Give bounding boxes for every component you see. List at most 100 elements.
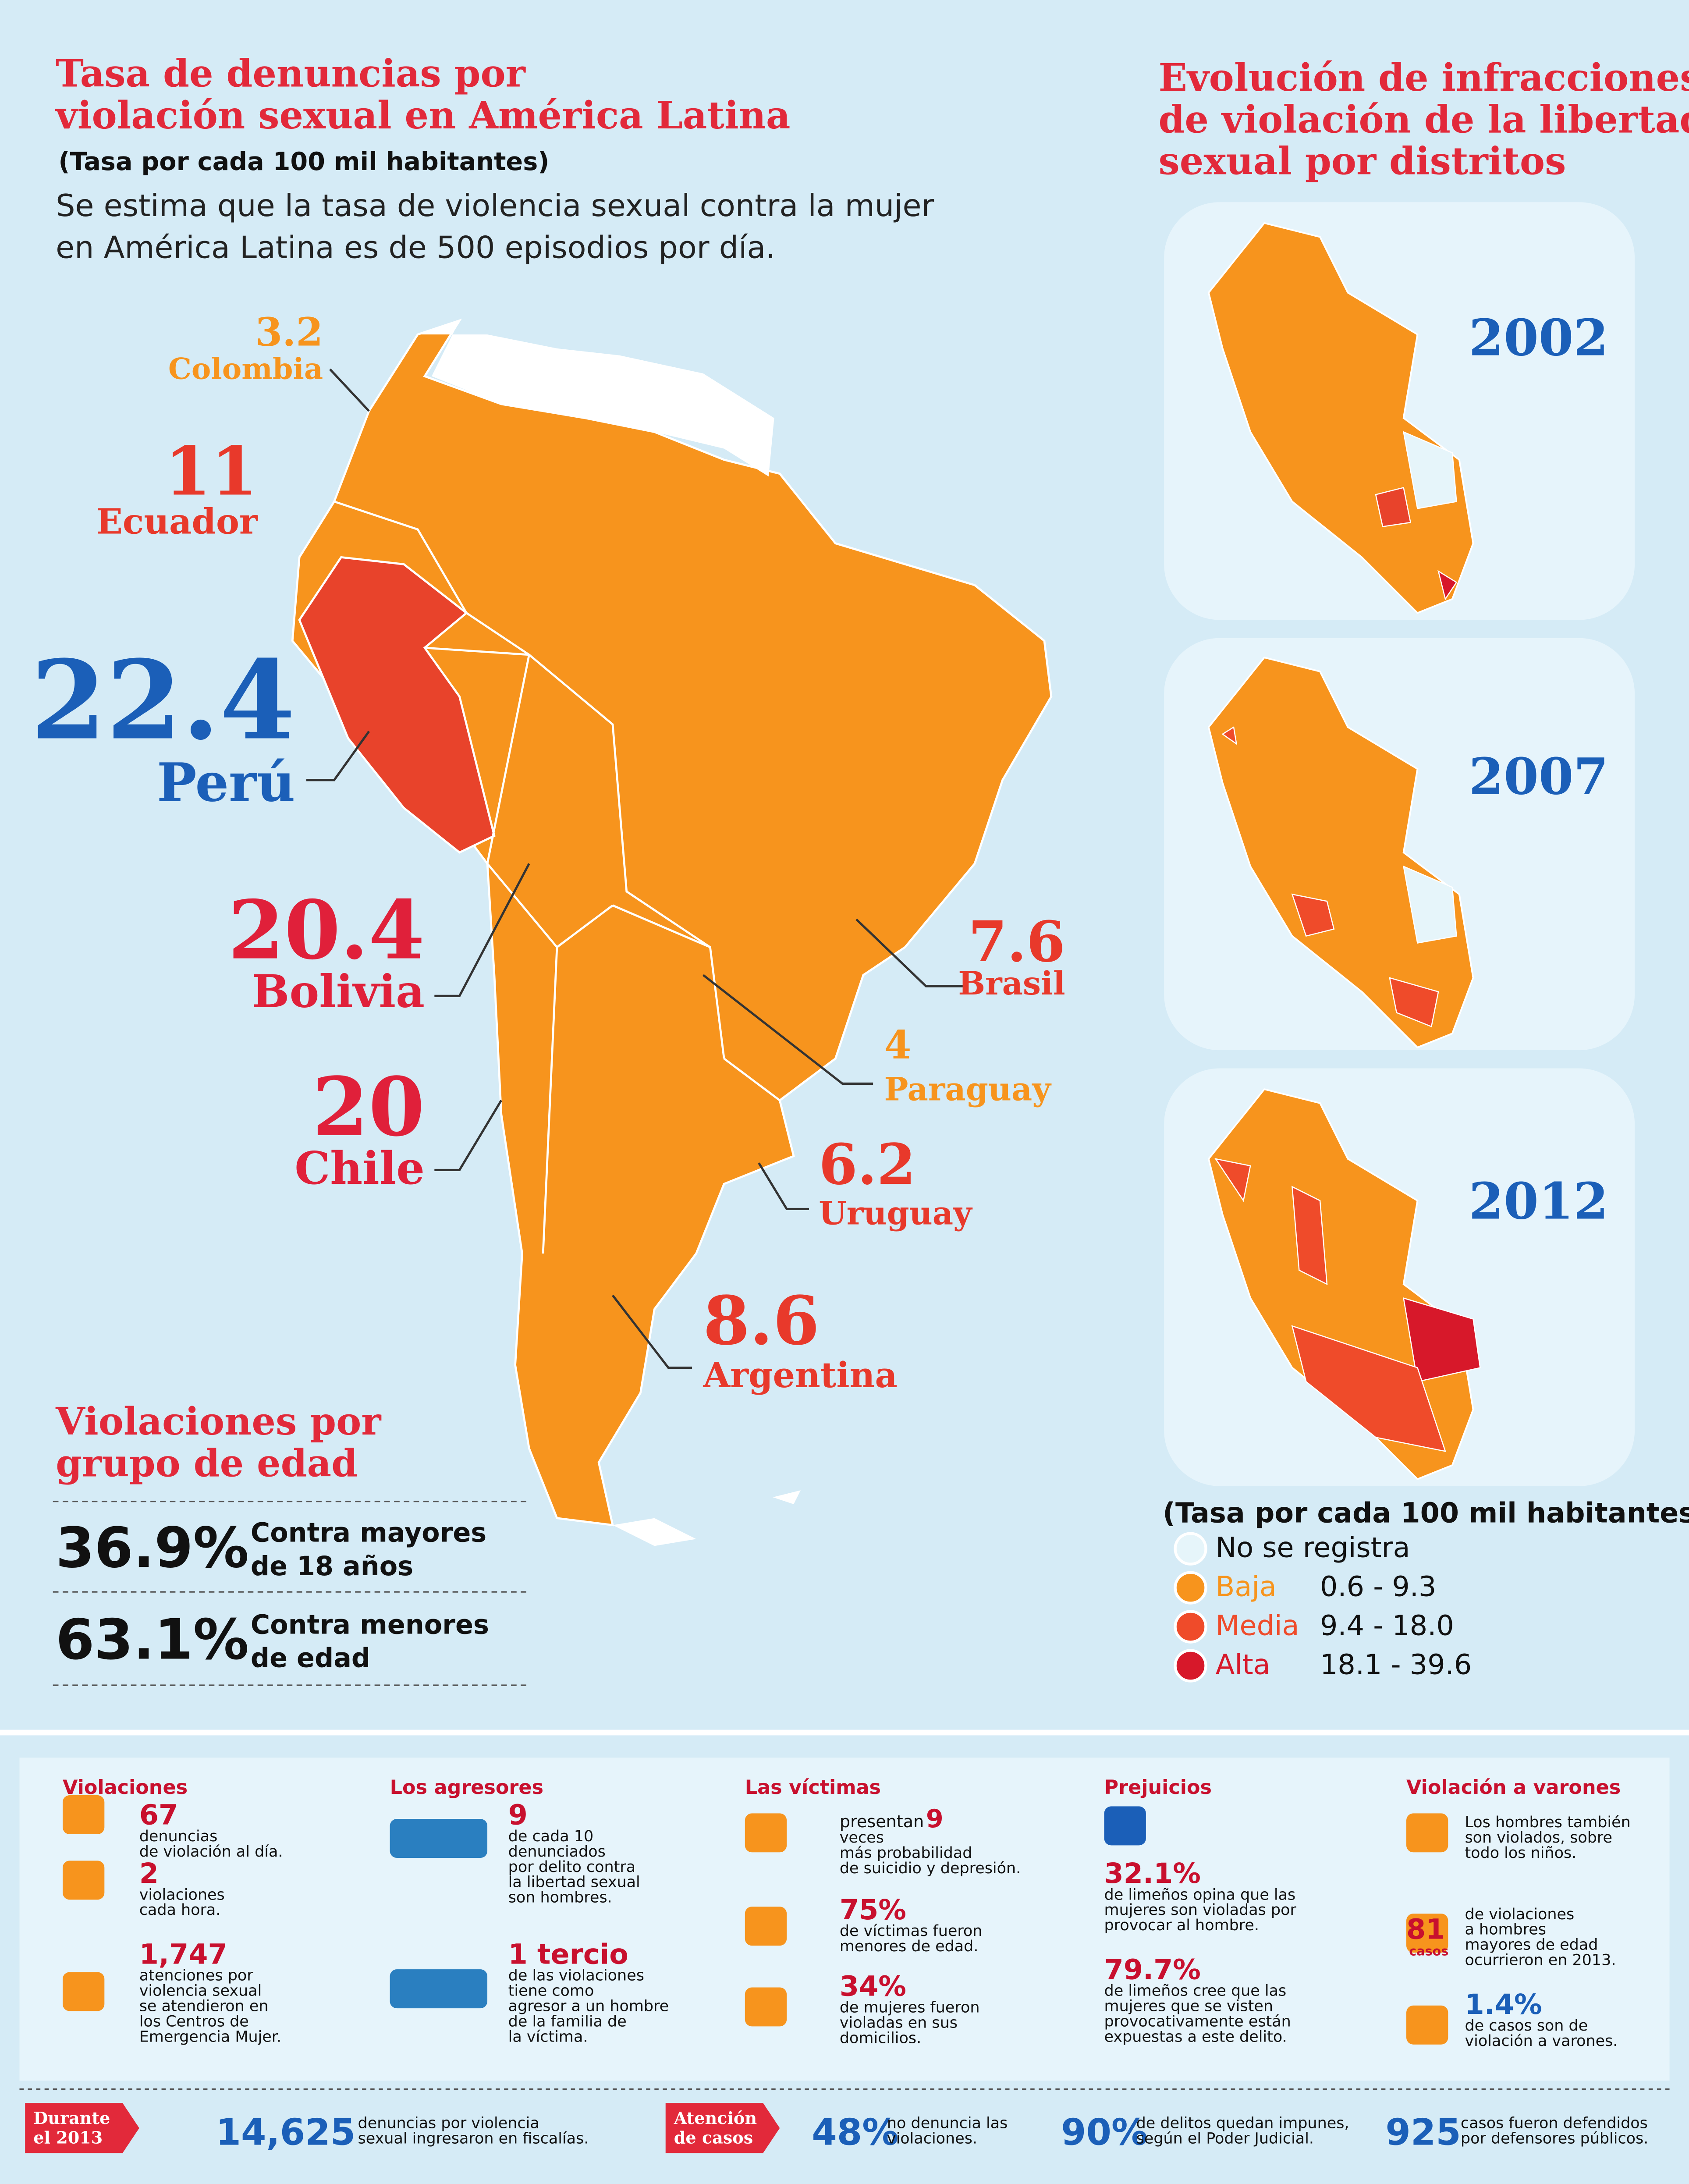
legend-range: 18.1 - 39.6	[1320, 1648, 1472, 1681]
item-text: denuncias	[139, 1828, 218, 1845]
item-text: denunciados	[508, 1843, 606, 1861]
leader-line	[702, 974, 873, 1085]
item-text: de cada 10	[508, 1828, 594, 1845]
footer-text: no denuncia las	[887, 2114, 1008, 2132]
country-name: Bolivia	[252, 966, 425, 1018]
badge	[665, 2103, 780, 2153]
footer-text: según el Poder Judicial.	[1136, 2130, 1314, 2147]
item-text: provocar al hombre.	[1104, 1917, 1259, 1934]
country-value: 6.2	[819, 1132, 915, 1197]
item-value: 34%	[840, 1970, 906, 2003]
unreported-region	[418, 320, 774, 477]
country-value: 4	[884, 1022, 912, 1068]
leader-line	[611, 1294, 692, 1369]
column-title: Violaciones	[63, 1776, 188, 1799]
item-text: violadas en sus	[840, 2014, 958, 2032]
item-text: violencia sexual	[139, 1982, 262, 2000]
item-text: de las violaciones	[508, 1967, 644, 1985]
district	[1221, 726, 1238, 745]
leader-line	[329, 368, 370, 412]
icon	[1406, 1813, 1448, 1853]
badge-text: el 2013	[33, 2127, 103, 2147]
item-text: menores de edad.	[840, 1938, 979, 1955]
footer-text: denuncias por violencia	[358, 2114, 539, 2132]
item-text: más probabilidad	[840, 1844, 972, 1862]
item-value: 9	[508, 1799, 528, 1831]
mini-map	[1207, 1088, 1481, 1481]
item-text: domicilios.	[840, 2030, 921, 2047]
icon	[1406, 1914, 1448, 1953]
leader-line	[306, 731, 370, 781]
footer-text: por defensores públicos.	[1461, 2130, 1648, 2147]
item-text: se atendieron en	[139, 1997, 269, 2015]
item-unit: casos	[1409, 1943, 1448, 1958]
item-value: 81	[1406, 1913, 1445, 1945]
item-value: 1.4%	[1465, 1988, 1542, 2021]
icon	[1104, 1806, 1146, 1846]
age-value: 36.9%	[56, 1515, 249, 1580]
country-value: 11	[165, 432, 258, 510]
year: 2012	[1469, 1172, 1608, 1231]
item-value: 1,747	[139, 1938, 227, 1970]
icon	[390, 1819, 488, 1858]
item-value: 9	[926, 1804, 944, 1833]
item-text: de casos son de	[1465, 2017, 1588, 2035]
item-text: ocurrieron en 2013.	[1465, 1952, 1616, 1969]
district	[1402, 431, 1457, 509]
icon	[1406, 2005, 1448, 2045]
district	[1292, 1186, 1328, 1286]
age-label: de 18 años	[251, 1551, 413, 1582]
age-label: de edad	[251, 1643, 370, 1674]
item-text: la víctima.	[508, 2028, 588, 2046]
district	[1214, 1158, 1251, 1202]
item-text: son violados, sobre	[1465, 1829, 1612, 1847]
legend-range: 0.6 - 9.3	[1320, 1570, 1436, 1603]
item-text: la libertad sexual	[508, 1874, 640, 1891]
title: violación sexual en América Latina	[55, 93, 790, 138]
badge-text: Durante	[33, 2108, 110, 2128]
footer-text: de delitos quedan impunes,	[1136, 2114, 1349, 2132]
country-value: 7.6	[968, 909, 1065, 974]
section-title: sexual por distritos	[1158, 139, 1566, 184]
item-text: por delito contra	[508, 1858, 636, 1876]
item-text: atenciones por	[139, 1967, 254, 1985]
country-value: 8.6	[703, 1282, 820, 1360]
legend-swatch	[1174, 1649, 1207, 1683]
item-text: violación a varones.	[1465, 2032, 1618, 2050]
district	[1389, 977, 1439, 1027]
item-text: de limeños opina que las	[1104, 1886, 1296, 1903]
footer-text: violaciones.	[887, 2130, 977, 2147]
item-text: agresor a un hombre	[508, 1997, 669, 2015]
district	[1402, 865, 1457, 944]
legend-name: Alta	[1216, 1648, 1270, 1681]
item-text: son hombres.	[508, 1889, 612, 1907]
item-text: mujeres son violadas por	[1104, 1901, 1297, 1919]
legend-range: 9.4 - 18.0	[1320, 1609, 1454, 1642]
age-label: Contra menores	[251, 1609, 489, 1640]
column-title: Prejuicios	[1104, 1776, 1212, 1799]
icon	[390, 1969, 488, 2009]
country-name: Argentina	[703, 1354, 898, 1396]
footer-value: 14,625	[216, 2111, 355, 2153]
district	[1375, 487, 1412, 527]
item-text: de víctimas fueron	[840, 1922, 983, 1940]
south-america-map	[291, 318, 1053, 1546]
icon	[62, 1972, 105, 2011]
item-text: provocativamente están	[1104, 2013, 1291, 2030]
note: Se estima que la tasa de violencia sexua…	[56, 188, 934, 224]
icon	[745, 1813, 787, 1853]
year: 2002	[1469, 309, 1608, 367]
item-text: de violación al día.	[139, 1843, 283, 1861]
item-text: veces	[840, 1829, 884, 1847]
district	[1403, 1297, 1481, 1382]
item-text: los Centros de	[139, 2013, 249, 2030]
footer-text: casos fueron defendidos	[1461, 2114, 1648, 2132]
item-text: mayores de edad	[1465, 1936, 1598, 1954]
legend-swatch	[1174, 1532, 1207, 1566]
badge-text: Atención	[674, 2108, 757, 2128]
badge-text: de casos	[674, 2127, 753, 2147]
leader-line	[434, 1100, 502, 1171]
islands	[612, 1490, 801, 1546]
mini-map	[1207, 222, 1474, 614]
